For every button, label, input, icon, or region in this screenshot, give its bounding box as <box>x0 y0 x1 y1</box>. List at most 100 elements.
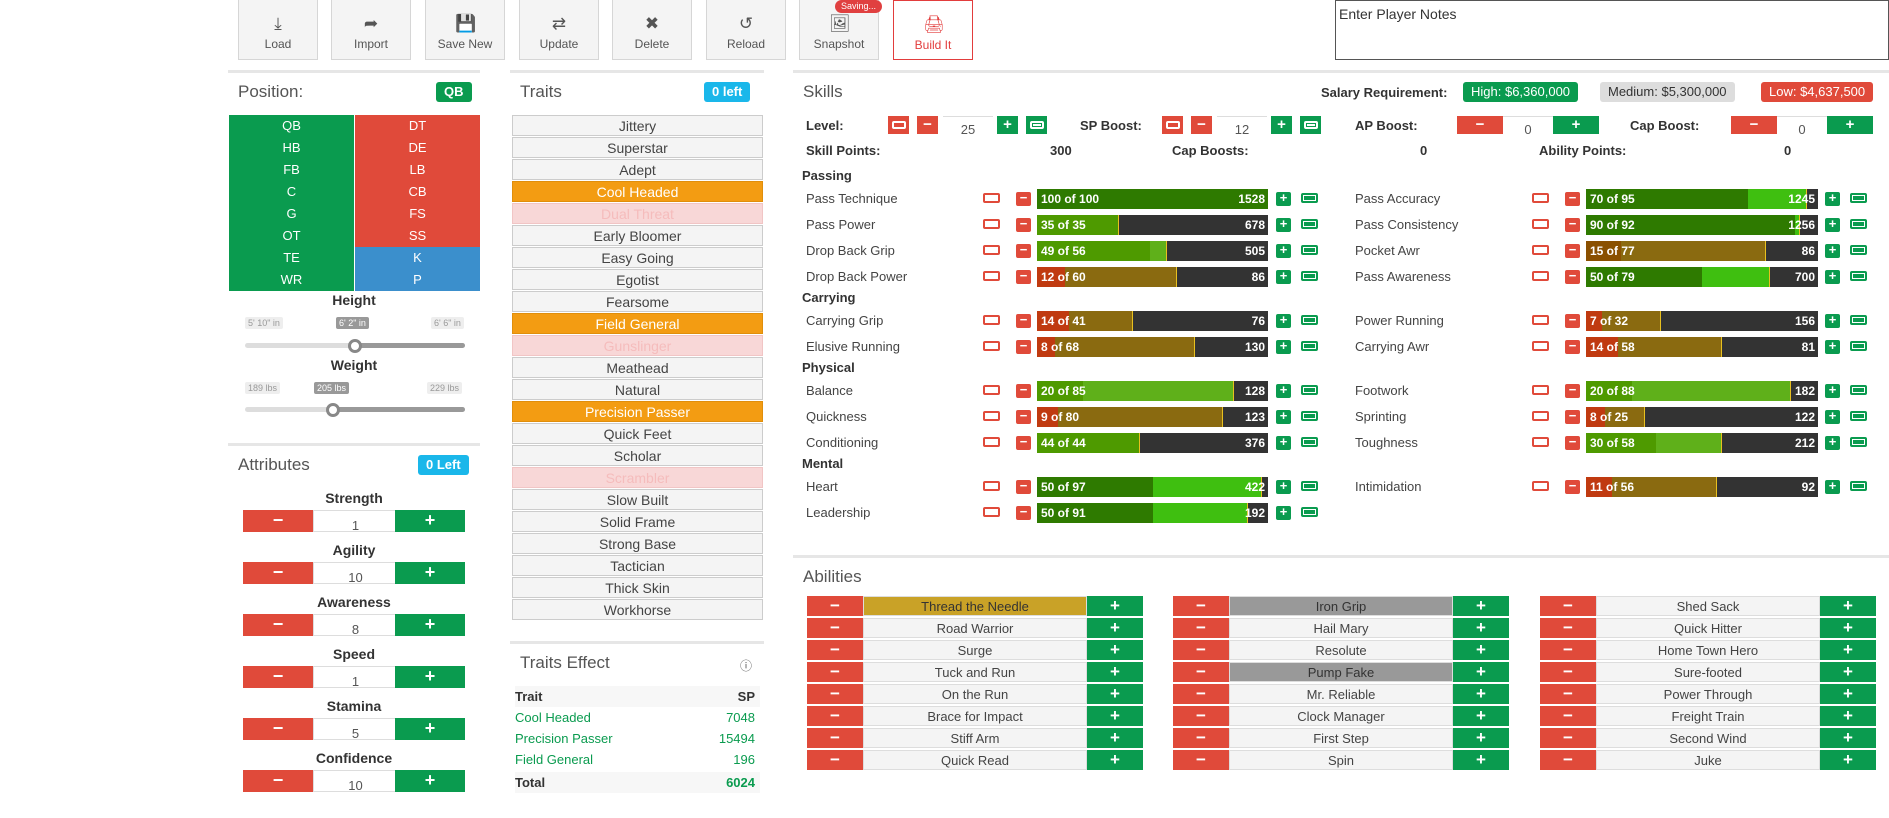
trait-strong-base[interactable]: Strong Base <box>512 533 763 554</box>
drop-back-grip-minus-button[interactable]: − <box>1016 243 1031 258</box>
footwork-min-icon[interactable] <box>1532 385 1549 398</box>
cap-boost-plus-button[interactable]: + <box>1827 116 1873 134</box>
ability-sure-footed[interactable]: Sure-footed <box>1596 662 1820 682</box>
balance-plus-button[interactable]: + <box>1276 383 1291 398</box>
speed-minus-button[interactable]: − <box>243 666 313 688</box>
position-ot[interactable]: OT <box>229 225 354 247</box>
thread-the-needle-remove-button[interactable]: − <box>807 596 863 616</box>
first-step-add-button[interactable]: + <box>1453 728 1509 748</box>
trait-scrambler[interactable]: Scrambler <box>512 467 763 488</box>
sprinting-plus-button[interactable]: + <box>1825 409 1840 424</box>
level-input[interactable]: 25 <box>943 116 993 134</box>
ability-on-the-run[interactable]: On the Run <box>863 684 1087 704</box>
intimidation-plus-button[interactable]: + <box>1825 479 1840 494</box>
position-hb[interactable]: HB <box>229 137 354 159</box>
ap-boost-input[interactable]: 0 <box>1503 116 1553 134</box>
ability-shed-sack[interactable]: Shed Sack <box>1596 596 1820 616</box>
iron-grip-remove-button[interactable]: − <box>1173 596 1229 616</box>
thread-the-needle-add-button[interactable]: + <box>1087 596 1143 616</box>
cap-boost-minus-button[interactable]: − <box>1731 116 1777 134</box>
shed-sack-remove-button[interactable]: − <box>1540 596 1596 616</box>
ability-clock-manager[interactable]: Clock Manager <box>1229 706 1453 726</box>
ability-quick-read[interactable]: Quick Read <box>863 750 1087 770</box>
heart-min-icon[interactable] <box>983 481 1000 494</box>
stamina-plus-button[interactable]: + <box>395 718 465 740</box>
trait-easy-going[interactable]: Easy Going <box>512 247 763 268</box>
balance-max-icon[interactable] <box>1301 385 1318 398</box>
quick-read-add-button[interactable]: + <box>1087 750 1143 770</box>
freight-train-add-button[interactable]: + <box>1820 706 1876 726</box>
spin-add-button[interactable]: + <box>1453 750 1509 770</box>
position-c[interactable]: C <box>229 181 354 203</box>
pump-fake-remove-button[interactable]: − <box>1173 662 1229 682</box>
sprinting-min-icon[interactable] <box>1532 411 1549 424</box>
power-through-add-button[interactable]: + <box>1820 684 1876 704</box>
quickness-min-icon[interactable] <box>983 411 1000 424</box>
power-running-plus-button[interactable]: + <box>1825 313 1840 328</box>
ability-road-warrior[interactable]: Road Warrior <box>863 618 1087 638</box>
ability-second-wind[interactable]: Second Wind <box>1596 728 1820 748</box>
drop-back-power-minus-button[interactable]: − <box>1016 269 1031 284</box>
weight-slider[interactable] <box>245 407 465 412</box>
weight-slider-handle[interactable] <box>326 403 340 417</box>
surge-add-button[interactable]: + <box>1087 640 1143 660</box>
trait-dual-threat[interactable]: Dual Threat <box>512 203 763 224</box>
position-de[interactable]: DE <box>355 137 480 159</box>
elusive-running-plus-button[interactable]: + <box>1276 339 1291 354</box>
trait-solid-frame[interactable]: Solid Frame <box>512 511 763 532</box>
power-running-min-icon[interactable] <box>1532 315 1549 328</box>
ability-stiff-arm[interactable]: Stiff Arm <box>863 728 1087 748</box>
trait-tactician[interactable]: Tactician <box>512 555 763 576</box>
trait-slow-built[interactable]: Slow Built <box>512 489 763 510</box>
intimidation-min-icon[interactable] <box>1532 481 1549 494</box>
pass-accuracy-minus-button[interactable]: − <box>1565 191 1580 206</box>
pass-technique-max-icon[interactable] <box>1301 193 1318 206</box>
ability-hail-mary[interactable]: Hail Mary <box>1229 618 1453 638</box>
pass-technique-min-icon[interactable] <box>983 193 1000 206</box>
height-slider-handle[interactable] <box>348 339 362 353</box>
strength-plus-button[interactable]: + <box>395 510 465 532</box>
resolute-add-button[interactable]: + <box>1453 640 1509 660</box>
carrying-grip-min-icon[interactable] <box>983 315 1000 328</box>
leadership-max-icon[interactable] <box>1301 507 1318 520</box>
hail-mary-remove-button[interactable]: − <box>1173 618 1229 638</box>
pass-power-plus-button[interactable]: + <box>1276 217 1291 232</box>
drop-back-power-min-icon[interactable] <box>983 271 1000 284</box>
road-warrior-add-button[interactable]: + <box>1087 618 1143 638</box>
pass-technique-plus-button[interactable]: + <box>1276 191 1291 206</box>
pass-awareness-plus-button[interactable]: + <box>1825 269 1840 284</box>
strength-minus-button[interactable]: − <box>243 510 313 532</box>
pocket-awr-minus-button[interactable]: − <box>1565 243 1580 258</box>
player-notes-input[interactable]: Enter Player Notes <box>1335 0 1889 60</box>
save-new-button[interactable]: 💾 Save New <box>425 0 505 60</box>
trait-jittery[interactable]: Jittery <box>512 115 763 136</box>
stamina-value[interactable]: 5 <box>313 718 398 740</box>
pass-consistency-min-icon[interactable] <box>1532 219 1549 232</box>
pass-consistency-minus-button[interactable]: − <box>1565 217 1580 232</box>
trait-cool-headed[interactable]: Cool Headed <box>512 181 763 202</box>
awareness-minus-button[interactable]: − <box>243 614 313 636</box>
stiff-arm-add-button[interactable]: + <box>1087 728 1143 748</box>
delete-button[interactable]: ✖ Delete <box>612 0 692 60</box>
level-minus-button[interactable]: − <box>917 116 938 134</box>
footwork-plus-button[interactable]: + <box>1825 383 1840 398</box>
first-step-remove-button[interactable]: − <box>1173 728 1229 748</box>
position-wr[interactable]: WR <box>229 269 354 291</box>
toughness-min-icon[interactable] <box>1532 437 1549 450</box>
position-cb[interactable]: CB <box>355 181 480 203</box>
position-qb[interactable]: QB <box>229 115 354 137</box>
position-g[interactable]: G <box>229 203 354 225</box>
carrying-grip-plus-button[interactable]: + <box>1276 313 1291 328</box>
clock-manager-add-button[interactable]: + <box>1453 706 1509 726</box>
clock-manager-remove-button[interactable]: − <box>1173 706 1229 726</box>
carrying-awr-plus-button[interactable]: + <box>1825 339 1840 354</box>
load-button[interactable]: ⤓ Load <box>238 0 318 60</box>
position-fs[interactable]: FS <box>355 203 480 225</box>
second-wind-remove-button[interactable]: − <box>1540 728 1596 748</box>
hail-mary-add-button[interactable]: + <box>1453 618 1509 638</box>
sp-boost-minus-button[interactable]: − <box>1191 116 1212 134</box>
quick-read-remove-button[interactable]: − <box>807 750 863 770</box>
pocket-awr-max-icon[interactable] <box>1850 245 1867 258</box>
pass-consistency-max-icon[interactable] <box>1850 219 1867 232</box>
trait-scholar[interactable]: Scholar <box>512 445 763 466</box>
